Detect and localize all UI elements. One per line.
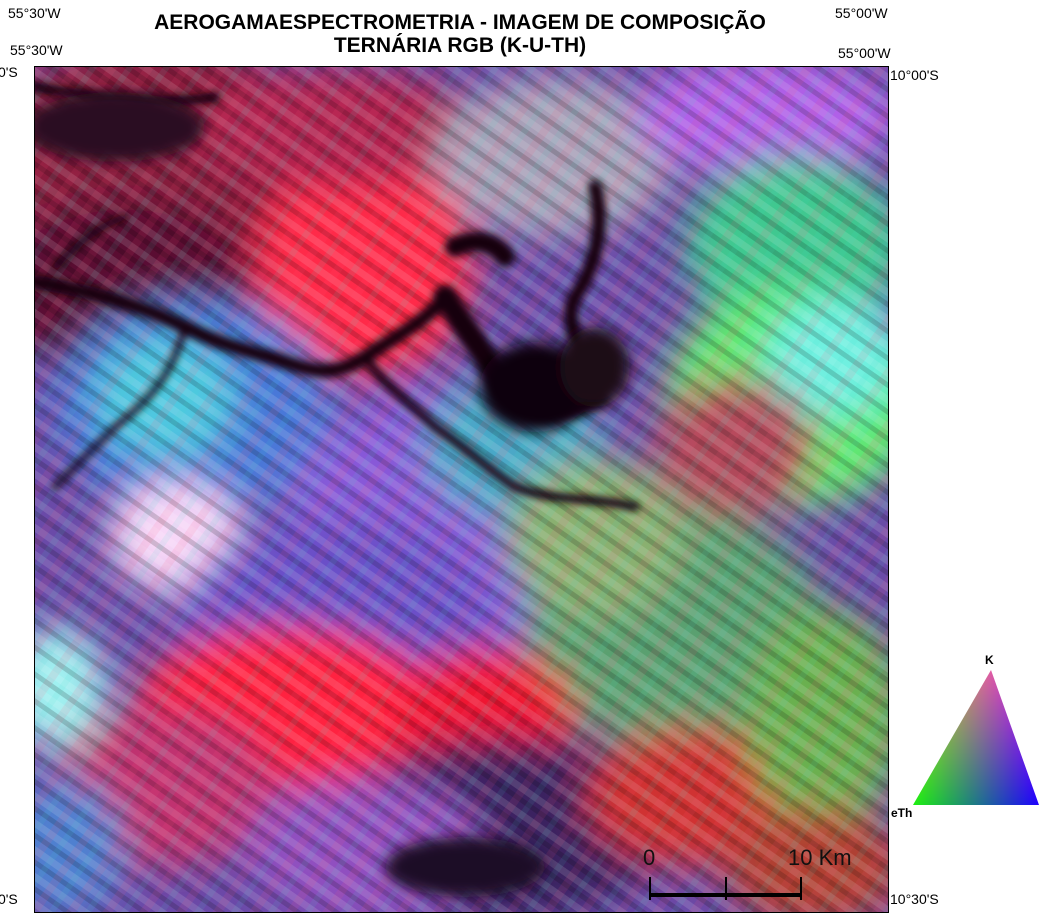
rgb-composite-map (34, 66, 889, 913)
longitude-label-top-left-inner: 55°30'W (10, 42, 63, 58)
latitude-label-left-bottom: 10°30'S (0, 891, 18, 907)
scale-bar-graphic (649, 877, 802, 900)
scale-bar-end-label: 10 Km (788, 845, 852, 870)
longitude-label-top-right-inner: 55°00'W (838, 45, 891, 61)
longitude-label-top-right-outer: 55°00'W (835, 5, 888, 21)
latitude-label-right-top: 10°00'S (890, 67, 939, 83)
scale-bar-start-label: 0 (643, 845, 656, 870)
legend-eth-label: eTh (891, 806, 913, 820)
dark-patches (35, 92, 630, 897)
map-raster-image (35, 67, 888, 912)
map-title-line1: AEROGAMAESPECTROMETRIA - IMAGEM DE COMPO… (154, 11, 766, 34)
longitude-label-top-left-outer: 55°30'W (8, 5, 61, 21)
map-title-line2: TERNÁRIA RGB (K-U-TH) (333, 34, 587, 57)
ternary-triangle (913, 670, 1039, 805)
scale-bar: 0 10 Km (640, 840, 880, 910)
texture-cross-stripes (35, 67, 888, 912)
ternary-color-legend: K eTh (891, 650, 1039, 825)
legend-k-label: K (985, 653, 994, 667)
latitude-label-right-bottom: 10°30'S (890, 891, 939, 907)
latitude-label-left-top: 10°00'S (0, 64, 18, 80)
